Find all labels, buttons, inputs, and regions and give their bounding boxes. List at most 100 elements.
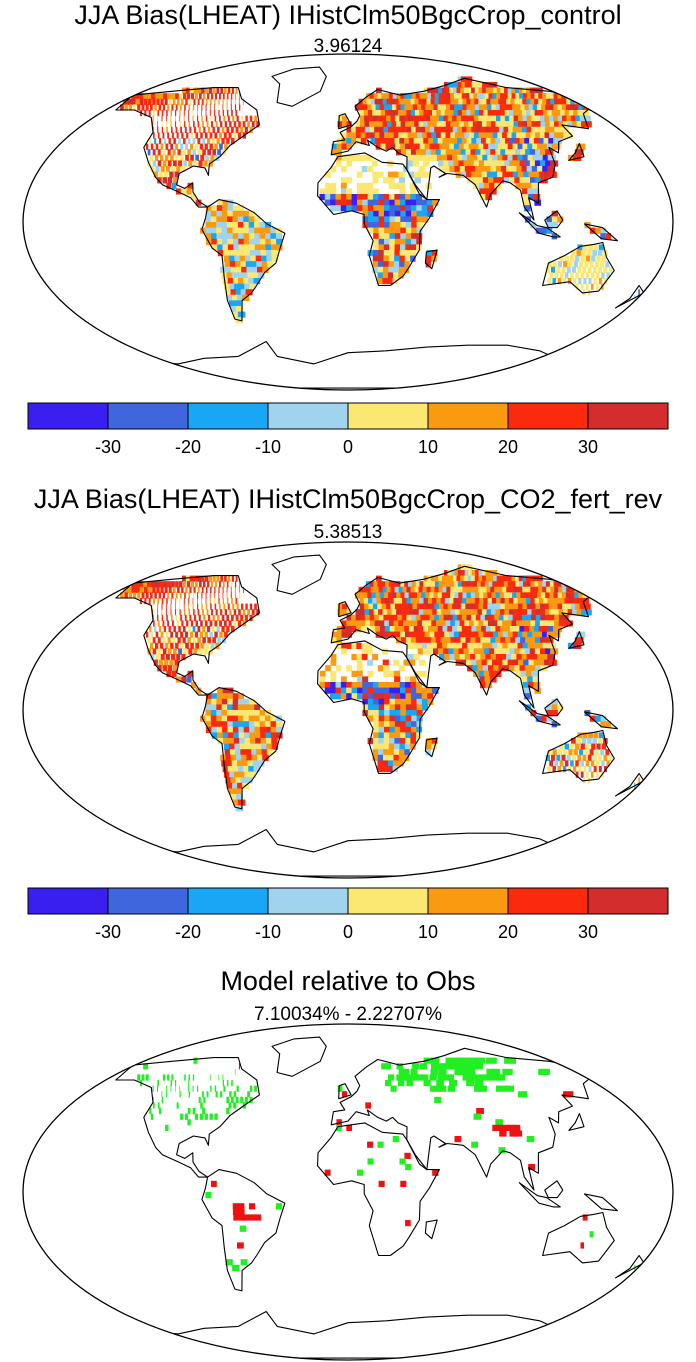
grid-cell [401, 637, 408, 644]
grid-cell [222, 766, 230, 773]
grid-cell [387, 760, 394, 767]
grid-cell [545, 149, 554, 156]
grid-cell [432, 121, 440, 128]
grid-cell [403, 620, 410, 627]
grid-cell [527, 631, 536, 638]
grid-cell [340, 682, 347, 689]
grid-cell [197, 575, 202, 582]
grid-cell [331, 143, 337, 150]
grid-cell [243, 227, 250, 234]
grid-cell [351, 199, 358, 206]
coastline-africa [317, 152, 440, 287]
grid-cell [247, 272, 255, 279]
grid-cell [389, 210, 396, 217]
grid-cell [411, 581, 420, 588]
grid-cell [559, 255, 564, 262]
grid-cell [141, 592, 145, 599]
grid-cell [436, 642, 444, 649]
grid-cell [157, 665, 162, 672]
grid-cell [362, 682, 369, 689]
grid-cell [398, 754, 405, 761]
grid-cell [442, 138, 450, 145]
grid-cell [194, 1113, 198, 1120]
grid-cell [351, 194, 358, 201]
grid-cell [270, 715, 277, 722]
grid-cell [160, 143, 164, 150]
grid-cell [245, 777, 253, 784]
grid-cell [418, 586, 426, 593]
grid-cell [452, 138, 460, 145]
grid-cell [346, 682, 353, 689]
grid-cell [434, 603, 442, 610]
grid-cell [342, 121, 348, 128]
grid-cell [524, 205, 531, 212]
grid-cell [153, 659, 158, 666]
grid-cell [455, 637, 463, 644]
grid-cell [406, 126, 414, 133]
grid-cell [153, 171, 158, 178]
grid-cell [192, 104, 195, 111]
grid-cell [445, 149, 453, 156]
grid-cell [410, 98, 418, 105]
grid-cell [205, 721, 212, 728]
grid-cell [190, 132, 194, 139]
grid-cell [430, 98, 439, 105]
grid-cell [364, 121, 371, 128]
grid-cell [336, 143, 342, 150]
grid-cell [183, 115, 185, 122]
grid-cell [254, 244, 262, 251]
grid-cell [502, 1068, 513, 1075]
grid-cell [181, 166, 186, 173]
grid-cell [400, 227, 407, 234]
grid-cell [522, 614, 531, 621]
grid-cell [454, 132, 463, 139]
grid-cell [403, 115, 411, 122]
grid-cell [192, 110, 194, 117]
grid-cell [195, 93, 198, 100]
grid-cell [405, 244, 411, 251]
grid-cell [388, 104, 395, 111]
grid-cell [459, 121, 468, 128]
grid-cell [214, 631, 218, 638]
grid-cell [341, 642, 347, 649]
grid-cell [166, 126, 168, 133]
grid-cell [429, 126, 437, 133]
grid-cell [223, 255, 231, 262]
grid-cell [354, 104, 360, 111]
grid-cell [522, 194, 530, 201]
grid-cell [212, 126, 215, 133]
grid-cell [227, 244, 235, 251]
grid-cell [200, 620, 203, 627]
grid-cell [377, 581, 384, 588]
grid-cell [478, 132, 487, 139]
grid-cell [359, 598, 365, 605]
grid-cell [238, 721, 245, 728]
grid-cell [341, 631, 347, 638]
grid-cell [171, 104, 174, 111]
grid-cell [596, 283, 599, 290]
grid-cell [481, 171, 489, 178]
grid-cell [362, 687, 369, 694]
grid-cell [222, 693, 228, 700]
grid-cell [441, 1074, 450, 1081]
grid-cell [255, 250, 262, 257]
grid-cell [378, 250, 385, 257]
grid-cell [505, 138, 514, 145]
grid-cell [509, 177, 517, 184]
grid-cell [143, 586, 148, 593]
grid-cell [433, 104, 442, 111]
grid-cell [509, 160, 517, 167]
grid-cell [372, 603, 379, 610]
grid-cell [276, 726, 283, 733]
grid-cell [209, 110, 211, 117]
map-model-relative-to-obs [22, 1023, 674, 1361]
grid-cell [374, 132, 381, 139]
grid-cell [232, 782, 240, 789]
grid-cell [229, 1091, 232, 1098]
grid-cell [383, 754, 389, 761]
grid-cell [567, 278, 572, 285]
coastlines [115, 554, 645, 877]
grid-cell [478, 620, 487, 627]
grid-cell [589, 749, 594, 756]
grid-cell [492, 171, 500, 178]
